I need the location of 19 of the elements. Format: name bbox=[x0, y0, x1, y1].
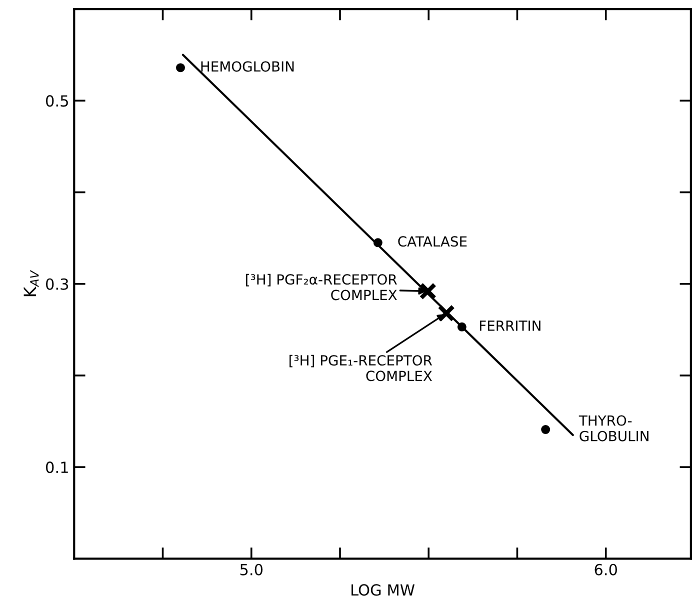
x-tick-label: 6.0 bbox=[594, 564, 617, 576]
annotation: [³H] PGE₁-RECEPTOR COMPLEX bbox=[290, 354, 432, 382]
annotation: CATALASE bbox=[398, 236, 467, 247]
y-tick-label: 0.1 bbox=[46, 462, 68, 474]
x-axis-title: LOG MW bbox=[352, 584, 415, 596]
annotation: [³H] PGF₂α-RECEPTOR COMPLEX bbox=[246, 274, 397, 300]
annotation: FERRITIN bbox=[480, 320, 540, 331]
annotation: THYRO- GLOBULIN bbox=[578, 415, 648, 442]
x-tick-label: 5.0 bbox=[240, 564, 263, 576]
y-tick-label: 0.5 bbox=[46, 95, 68, 107]
point bbox=[438, 304, 456, 322]
point bbox=[419, 282, 437, 300]
y-tick-label: 0.3 bbox=[46, 278, 68, 290]
point bbox=[373, 238, 382, 248]
annotation: HEMOGLOBIN bbox=[201, 61, 294, 72]
y-axis-title: K$_{AV}$ bbox=[24, 270, 39, 296]
point bbox=[457, 322, 466, 332]
point bbox=[176, 63, 185, 72]
point bbox=[541, 425, 550, 434]
